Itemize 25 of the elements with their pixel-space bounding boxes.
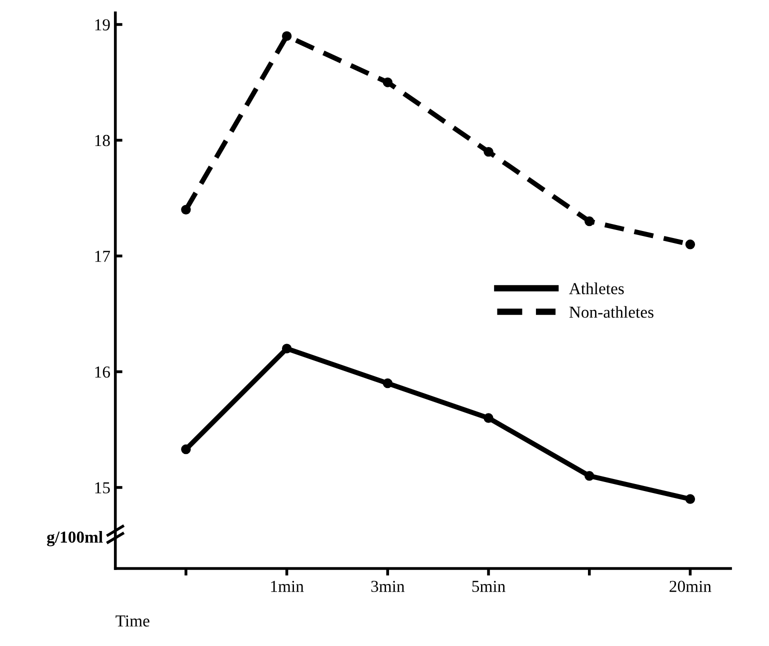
- y-tick-label: 19: [95, 19, 110, 30]
- x-tick-label: 3min: [371, 580, 405, 592]
- point: [382, 78, 393, 88]
- x-axis-title: Time: [116, 615, 150, 627]
- point: [382, 378, 393, 388]
- y-tick-label: 18: [95, 134, 110, 146]
- point: [584, 216, 594, 226]
- point: [181, 444, 191, 454]
- point: [282, 344, 292, 354]
- x-tick-label: 1min: [271, 580, 304, 592]
- y-tick-label: 16: [95, 366, 110, 378]
- point: [584, 471, 594, 481]
- point: [282, 31, 292, 41]
- point: [685, 494, 696, 504]
- y-tick-label: 15: [95, 482, 110, 494]
- point: [685, 240, 696, 250]
- point: [484, 413, 494, 423]
- y-tick-label: 17: [95, 250, 110, 262]
- x-tick-label: 5min: [472, 580, 506, 592]
- legend-label: Non-athletes: [569, 306, 654, 318]
- x-tick-label: 20min: [670, 580, 712, 592]
- point: [181, 204, 191, 215]
- legend-label: Athletes: [569, 282, 624, 294]
- y-axis-title: g/100ml: [47, 531, 103, 546]
- point: [484, 146, 494, 157]
